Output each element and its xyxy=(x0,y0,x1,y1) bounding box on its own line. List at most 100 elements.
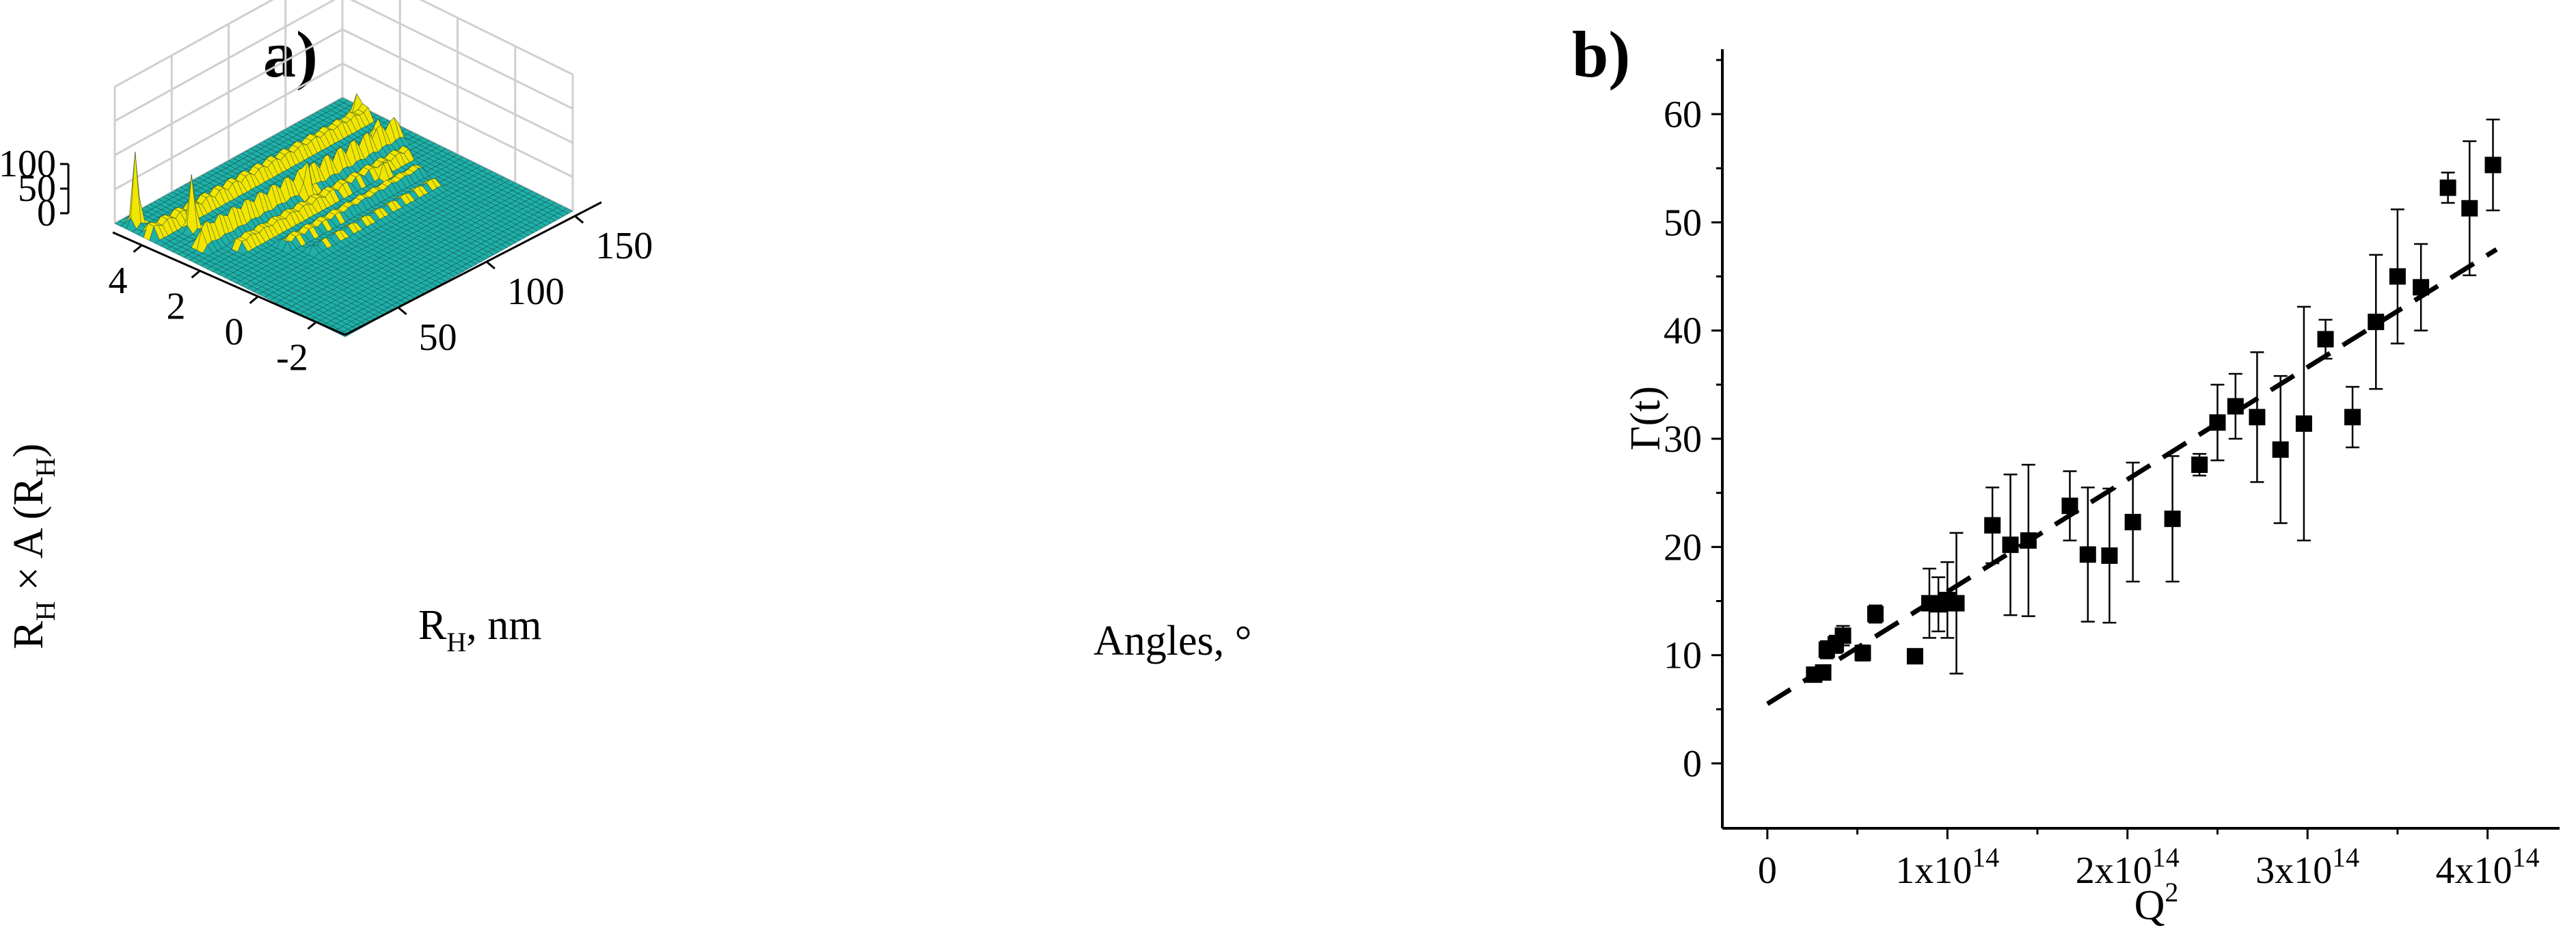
data-point xyxy=(2461,200,2478,217)
data-point xyxy=(1984,517,2001,534)
surface-patch xyxy=(231,238,243,253)
panel-b-label: b) xyxy=(1572,18,1630,91)
surface-patch xyxy=(360,215,372,227)
surface-patch xyxy=(334,211,346,225)
surface-patch xyxy=(400,193,411,206)
panel-a-label: a) xyxy=(263,18,318,91)
data-point xyxy=(2079,546,2096,563)
surface-patch xyxy=(281,238,292,243)
data-point xyxy=(1906,648,1923,665)
y-axis-tick-label: 10 xyxy=(1664,635,1702,677)
surface-patch xyxy=(321,236,333,249)
r-axis-tick xyxy=(191,270,201,279)
surface-patch xyxy=(143,223,154,241)
panel-b-points xyxy=(1806,118,2502,683)
panel-b-y-ticks: 0 10 20 30 40 50 60 xyxy=(1664,59,1722,785)
surface-patch xyxy=(368,167,380,182)
z-axis-tick-label: 100 xyxy=(0,143,56,185)
y-axis-tick-label: 60 xyxy=(1664,94,1702,136)
x-axis-tick-label: 3x1014 xyxy=(2255,842,2359,892)
data-point xyxy=(2061,498,2078,515)
data-point xyxy=(2249,409,2266,426)
angle-axis-tick-label: 100 xyxy=(507,271,565,313)
surface-patch xyxy=(187,174,198,235)
panel-a-x-axis-label: RH, nm xyxy=(418,602,541,657)
data-point xyxy=(2344,409,2361,426)
x-axis-tick-label: 1x1014 xyxy=(1895,842,1999,892)
data-point xyxy=(2317,331,2334,348)
data-point xyxy=(1867,606,1884,623)
panel-b-x-axis-label: Q2 xyxy=(2134,877,2179,929)
panel-a-y-ticks: 50 100 150 xyxy=(397,215,653,359)
z-axis-tick-label: 0 xyxy=(37,192,56,234)
panel-b-scatter-plot: b) 0 1x1014 2x1014 3x1014 4x1014 0 10 20 30 40 50… xyxy=(1572,18,2560,929)
r-axis-tick-label: 4 xyxy=(109,260,128,302)
y-axis-tick-label: 20 xyxy=(1664,526,1702,569)
panel-b-x-ticks: 0 1x1014 2x1014 3x1014 4x1014 xyxy=(1758,828,2540,892)
r-axis-line xyxy=(112,231,346,336)
data-point xyxy=(1948,595,1965,612)
fit-line xyxy=(1766,247,2498,706)
angle-axis-tick-label: 150 xyxy=(595,225,653,267)
x-axis-tick-label: 0 xyxy=(1758,849,1777,892)
y-axis-tick-label: 40 xyxy=(1664,310,1702,353)
surface-patch xyxy=(338,184,349,200)
r-axis-tick xyxy=(249,295,259,304)
x-axis-tick-label: 4x1014 xyxy=(2436,842,2540,892)
surface-patch xyxy=(387,200,398,213)
r-axis-tick-label: 2 xyxy=(167,285,186,327)
data-point xyxy=(2439,179,2456,196)
data-point xyxy=(2124,513,2141,530)
data-point xyxy=(1815,664,1832,681)
surface-patch xyxy=(413,185,424,198)
y-axis-tick-label: 30 xyxy=(1664,418,1702,461)
data-point xyxy=(2368,314,2385,330)
data-point xyxy=(1834,627,1852,644)
surface-patch xyxy=(130,152,141,230)
surface-patch xyxy=(295,233,306,247)
panel-a-y-axis-label: Angles, ° xyxy=(1094,618,1251,664)
surface-patch xyxy=(308,226,320,239)
data-point xyxy=(2020,532,2037,549)
panel-b-axes xyxy=(1721,49,2560,830)
data-point xyxy=(2227,398,2244,415)
data-point xyxy=(2295,415,2312,432)
panel-a-peaks xyxy=(124,93,442,254)
r-axis-tick-label: -2 xyxy=(276,336,308,379)
data-point xyxy=(2164,511,2181,528)
x-axis-tick-label: 2x1014 xyxy=(2076,842,2180,892)
panel-b-fit-line xyxy=(1766,247,2498,706)
surface-patch xyxy=(355,174,366,189)
r-axis-tick xyxy=(307,321,317,330)
surface-patch xyxy=(426,178,437,191)
surface-patch xyxy=(196,228,208,254)
data-point xyxy=(2101,547,2118,564)
r-axis-tick-label: 0 xyxy=(225,311,244,353)
data-point xyxy=(2413,279,2430,296)
data-point xyxy=(2389,268,2406,285)
surface-patch xyxy=(334,230,346,242)
data-point xyxy=(1854,644,1871,662)
panel-b-y-axis-label: Γ(t) xyxy=(1623,386,1669,450)
angle-axis-tick-label: 50 xyxy=(419,316,457,359)
surface-patch xyxy=(379,162,390,182)
data-point xyxy=(2002,536,2019,554)
angle-axis-tick xyxy=(397,306,407,316)
data-point xyxy=(2272,441,2289,458)
y-axis-tick-label: 50 xyxy=(1664,202,1702,244)
data-point xyxy=(2209,414,2226,431)
surface-patch xyxy=(374,207,385,220)
surface-patch xyxy=(241,239,253,252)
angle-axis-tick xyxy=(485,260,496,270)
surface-patch xyxy=(347,222,359,234)
r-axis-tick xyxy=(133,244,143,253)
angle-axis-tick xyxy=(574,215,584,224)
data-point xyxy=(2191,457,2208,473)
surface-patch xyxy=(321,219,333,232)
angle-axis-line xyxy=(344,201,602,336)
panel-a-z-axis-label: RH × A (RH) xyxy=(5,444,61,649)
